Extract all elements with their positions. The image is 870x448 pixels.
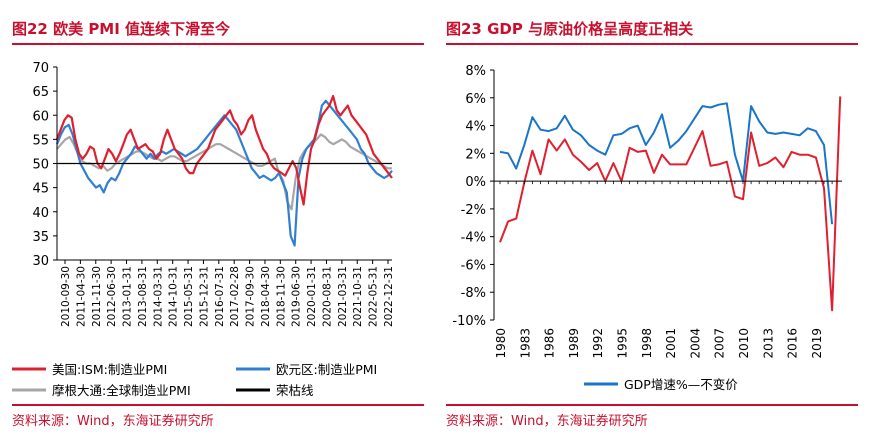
left-x-tick-label: 2017-09-30 bbox=[245, 266, 257, 327]
left-x-tick-label: 2020-01-31 bbox=[306, 266, 318, 327]
left-legend-label: 摩根大通:全球制造业PMI bbox=[52, 383, 191, 398]
right-x-tick-label: 1983 bbox=[518, 328, 532, 359]
right-y-tick-label: 4% bbox=[465, 120, 486, 135]
right-x-tick-label: 1998 bbox=[640, 328, 654, 359]
right-x-tick-label: 1995 bbox=[616, 328, 630, 359]
right-y-tick-label: -4% bbox=[461, 231, 486, 246]
left-x-tick-label: 2014-03-31 bbox=[152, 266, 164, 327]
right-x-tick-label: 2004 bbox=[688, 328, 702, 359]
right-x-tick-label: 2001 bbox=[664, 328, 678, 359]
right-y-tick-label: 8% bbox=[465, 64, 486, 79]
right-title-rule bbox=[446, 43, 858, 45]
left-bottom-rule bbox=[12, 404, 424, 406]
right-y-tick-label: -10% bbox=[452, 314, 486, 329]
right-x-tick-label: 1989 bbox=[567, 328, 581, 359]
right-y-tick-label: 0% bbox=[465, 175, 486, 190]
left-x-tick-label: 2015-05-31 bbox=[183, 266, 195, 327]
right-y-tick-label: 2% bbox=[465, 147, 486, 162]
left-x-tick-label: 2021-10-31 bbox=[352, 266, 364, 327]
left-x-tick-label: 2016-07-31 bbox=[214, 266, 226, 327]
right-x-tick-label: 1992 bbox=[591, 328, 605, 359]
left-x-tick-label: 2018-04-30 bbox=[260, 266, 272, 327]
left-y-tick-label: 45 bbox=[32, 182, 49, 197]
left-chart: 30 35 40 45 50 55 60 65 70 2010-09-30 2011-04-30 20… bbox=[12, 61, 395, 398]
left-x-tick-label: 2022-05-31 bbox=[368, 266, 380, 327]
right-y-tick-label: -8% bbox=[461, 286, 486, 301]
right-chart-title: 图23 GDP 与原油价格呈高度正相关 bbox=[446, 20, 694, 38]
left-y-tick-label: 60 bbox=[32, 109, 49, 124]
right-y-tick-label: 6% bbox=[465, 92, 486, 107]
left-x-tick-label: 2022-12-31 bbox=[383, 266, 395, 327]
left-series-line bbox=[55, 99, 393, 247]
left-x-tick-label: 2011-04-30 bbox=[75, 266, 87, 327]
left-x-tick-label: 2018-11-30 bbox=[275, 266, 287, 327]
left-series-line bbox=[55, 94, 393, 206]
right-x-tick-label: 2010 bbox=[737, 328, 751, 359]
left-x-tick-label: 2021-03-31 bbox=[337, 266, 349, 327]
left-x-tick-label: 2020-08-31 bbox=[321, 266, 333, 327]
left-series-line bbox=[56, 133, 392, 211]
left-y-tick-label: 40 bbox=[32, 206, 49, 221]
right-x-tick-label: 1986 bbox=[543, 328, 557, 359]
left-legend-label: 欧元区:制造业PMI bbox=[276, 362, 377, 377]
left-y-tick-label: 65 bbox=[32, 85, 49, 100]
left-y-tick-label: 70 bbox=[32, 61, 49, 76]
right-chart: -10% -8% -6% -4% -2% 0% 2% 4% 6% 8% 1980 1983 1986 19… bbox=[452, 64, 842, 392]
left-legend-label: 美国:ISM:制造业PMI bbox=[52, 362, 167, 377]
left-source: 资料来源：Wind，东海证券研究所 bbox=[12, 414, 214, 429]
left-x-tick-label: 2011-11-30 bbox=[91, 266, 103, 327]
left-x-tick-label: 2010-09-30 bbox=[60, 266, 72, 327]
left-y-tick-label: 50 bbox=[32, 158, 49, 173]
right-y-tick-label: -2% bbox=[461, 203, 486, 218]
left-x-tick-label: 2014-10-31 bbox=[168, 266, 180, 327]
left-x-tick-label: 2017-02-28 bbox=[229, 266, 241, 327]
left-x-tick-label: 2015-12-31 bbox=[198, 266, 210, 327]
left-y-tick-label: 55 bbox=[32, 133, 49, 148]
left-legend-label: 荣枯线 bbox=[276, 383, 314, 398]
left-x-tick-label: 2012-06-30 bbox=[106, 266, 118, 327]
right-x-tick-label: 2016 bbox=[786, 328, 800, 359]
left-title-rule bbox=[12, 43, 424, 45]
left-chart-title: 图22 欧美 PMI 值连续下滑至今 bbox=[12, 20, 231, 38]
left-x-tick-label: 2013-08-31 bbox=[137, 266, 149, 327]
right-x-tick-label: 2007 bbox=[713, 328, 727, 359]
right-y-tick-label: -6% bbox=[461, 258, 486, 273]
left-y-tick-label: 30 bbox=[32, 254, 49, 269]
right-series-line bbox=[499, 96, 842, 312]
right-x-tick-label: 2019 bbox=[810, 328, 824, 359]
right-series-line bbox=[499, 102, 834, 225]
left-y-tick-label: 35 bbox=[32, 230, 49, 245]
right-bottom-rule bbox=[446, 404, 858, 406]
left-x-tick-label: 2019-06-30 bbox=[291, 266, 303, 327]
right-x-tick-label: 2013 bbox=[761, 328, 775, 359]
right-legend-label: GDP增速%—不变价 bbox=[624, 377, 738, 392]
left-x-tick-label: 2013-01-31 bbox=[122, 266, 134, 327]
right-x-tick-label: 1980 bbox=[494, 328, 508, 359]
right-source: 资料来源：Wind，东海证券研究所 bbox=[446, 414, 648, 429]
